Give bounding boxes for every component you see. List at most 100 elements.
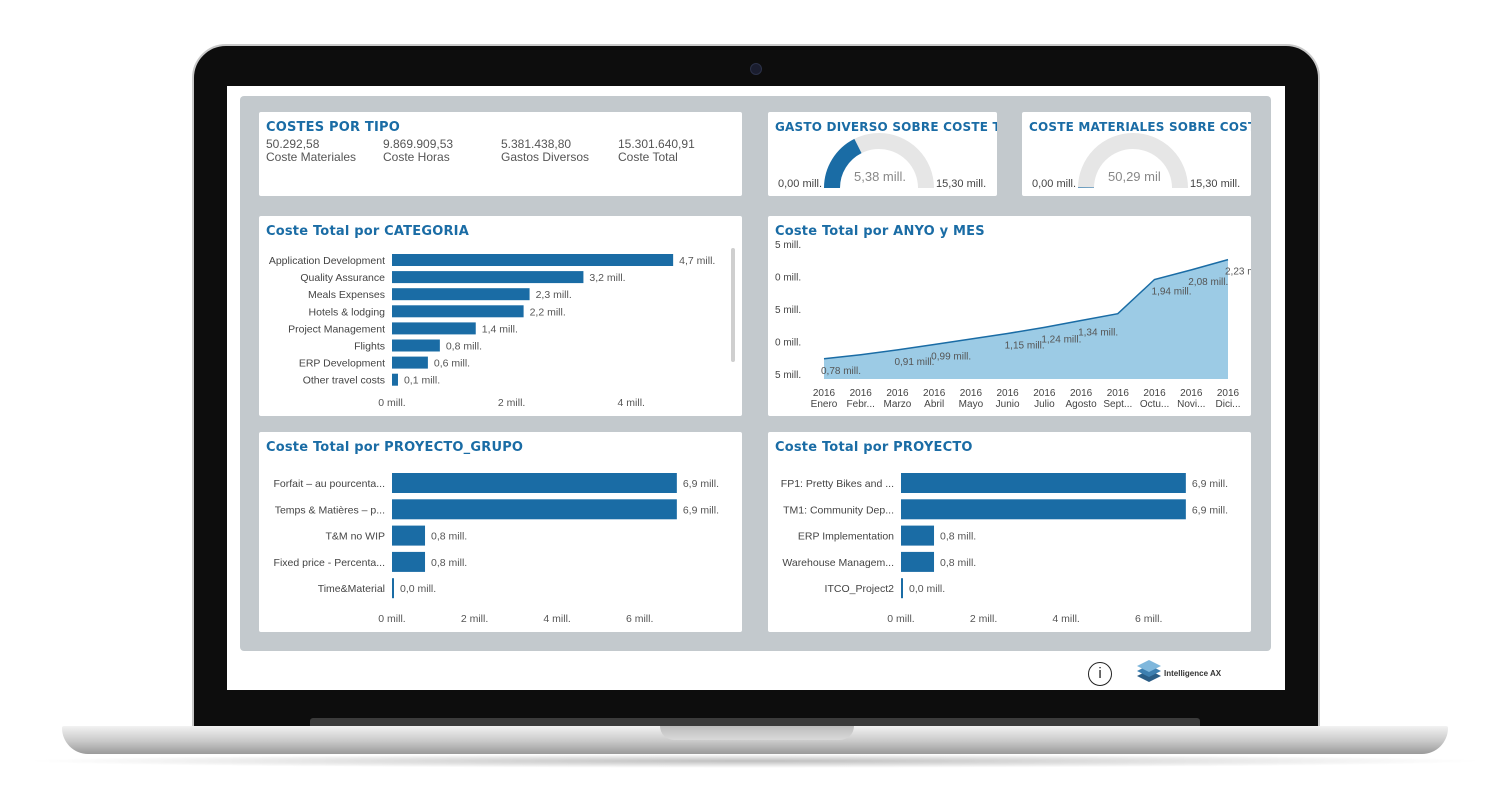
x-tick-label: 6 mill. xyxy=(1135,613,1162,625)
categoria-scrollbar[interactable] xyxy=(731,248,735,362)
x-tick-year: 2016 xyxy=(813,388,836,399)
x-tick-year: 2016 xyxy=(886,388,909,399)
area-data-label: 0,78 mill. xyxy=(821,366,861,377)
gauge-materiales-svg xyxy=(1077,133,1188,189)
bar-category-label: FP1: Pretty Bikes and ... xyxy=(781,478,894,490)
anyo-mes-chart-card[interactable]: Coste Total por ANYO y MES 5 mill. 0 mill… xyxy=(768,216,1251,416)
intelligence-ax-logo-icon[interactable] xyxy=(1135,658,1225,688)
bar-data-label: 4,7 mill. xyxy=(679,255,715,267)
gauge-gasto-card[interactable]: GASTO DIVERSO SOBRE COSTE T... 0,00 mill… xyxy=(768,112,997,196)
gauge-gasto-svg xyxy=(824,133,934,189)
gauge-value-label: 5,38 mill. xyxy=(854,169,907,184)
laptop-hinge xyxy=(310,718,1200,726)
proyecto-grupo-chart-card[interactable]: Coste Total por PROYECTO_GRUPO Forfait –… xyxy=(259,432,742,632)
x-tick-year: 2016 xyxy=(1180,388,1203,399)
bar xyxy=(901,551,935,572)
bar-category-label: ERP Development xyxy=(299,358,385,370)
proyecto-grupo-bar-chart: Forfait – au pourcenta... 6,9 mill. Temps … xyxy=(274,473,719,625)
proyecto-chart-card[interactable]: Coste Total por PROYECTO FP1: Pretty Bik… xyxy=(768,432,1251,632)
x-tick-label: 4 mill. xyxy=(618,397,645,409)
x-tick-month: Agosto xyxy=(1066,399,1098,410)
bar-category-label: T&M no WIP xyxy=(325,531,385,543)
x-tick-label: 0 mill. xyxy=(378,397,405,409)
bar xyxy=(392,551,426,572)
bar xyxy=(901,473,1186,493)
info-icon[interactable]: i xyxy=(1088,662,1112,686)
logo-text: Intelligence AX xyxy=(1164,669,1222,678)
bar xyxy=(901,499,1186,520)
bar-data-label: 0,8 mill. xyxy=(940,531,976,543)
dashboard-canvas: COSTES POR TIPO 50.292,58 Coste Material… xyxy=(240,96,1271,651)
x-tick-year: 2016 xyxy=(1143,388,1166,399)
bar-data-label: 0,8 mill. xyxy=(940,557,976,569)
area-data-label: 0,91 mill. xyxy=(894,357,934,368)
bar-data-label: 2,2 mill. xyxy=(530,306,566,318)
bar xyxy=(392,288,530,301)
x-tick-label: 2 mill. xyxy=(970,613,997,625)
bar-data-label: 0,8 mill. xyxy=(431,557,467,569)
gauge-max-label: 15,30 mill. xyxy=(936,178,987,190)
y-tick-label: 5 mill. xyxy=(775,305,801,316)
bar-data-label: 2,3 mill. xyxy=(536,289,572,301)
x-tick-year: 2016 xyxy=(997,388,1020,399)
y-tick-label: 0 mill. xyxy=(775,273,801,284)
x-tick-label: 0 mill. xyxy=(887,613,914,625)
x-tick-label: 6 mill. xyxy=(626,613,653,625)
bar xyxy=(392,473,677,493)
bar-category-label: Application Development xyxy=(269,255,385,267)
kpi-value: 50.292,58 xyxy=(266,137,320,151)
x-tick-month: Febr... xyxy=(847,399,875,410)
bar xyxy=(392,322,476,335)
area-data-label: 1,94 mill. xyxy=(1152,286,1192,297)
costes-por-tipo-card[interactable]: COSTES POR TIPO 50.292,58 Coste Material… xyxy=(259,112,742,196)
costes-por-tipo-title: COSTES POR TIPO xyxy=(266,120,400,135)
bar xyxy=(901,525,935,546)
proyecto-chart-title: Coste Total por PROYECTO xyxy=(775,440,973,455)
anyo-mes-chart-title: Coste Total por ANYO y MES xyxy=(775,224,985,239)
bar-category-label: Fixed price - Percenta... xyxy=(274,557,385,569)
bar-data-label: 0,8 mill. xyxy=(431,531,467,543)
bar-category-label: Flights xyxy=(354,341,385,353)
bar-data-label: 0,0 mill. xyxy=(400,583,436,595)
x-tick-label: 4 mill. xyxy=(1052,613,1079,625)
gauge-gasto-title: GASTO DIVERSO SOBRE COSTE T... xyxy=(775,120,997,134)
gauge-value-label: 50,29 mil xyxy=(1108,169,1161,184)
area-data-label: 1,15 mill. xyxy=(1005,341,1045,352)
bar-category-label: Other travel costs xyxy=(303,375,385,387)
bar xyxy=(392,578,394,599)
gauge-materiales-card[interactable]: COSTE MATERIALES SOBRE COST... 0,00 mill… xyxy=(1022,112,1251,196)
bar-data-label: 6,9 mill. xyxy=(1192,478,1228,490)
bar-category-label: Time&Material xyxy=(318,583,385,595)
bar-data-label: 0,8 mill. xyxy=(446,341,482,353)
area-data-label: 1,34 mill. xyxy=(1078,328,1118,339)
bar xyxy=(901,578,903,599)
x-tick-month: Marzo xyxy=(884,399,912,410)
categoria-bar-chart: Application Development 4,7 mill. Quality … xyxy=(269,254,715,409)
x-tick-month: Dici... xyxy=(1216,399,1241,410)
bar xyxy=(392,525,426,546)
kpi-label: Coste Total xyxy=(618,150,678,164)
categoria-chart-card[interactable]: Coste Total por CATEGORIA Application De… xyxy=(259,216,742,416)
x-tick-year: 2016 xyxy=(1070,388,1093,399)
x-tick-month: Novi... xyxy=(1177,399,1205,410)
gauge-max-label: 15,30 mill. xyxy=(1190,178,1241,190)
gauge-materiales-title: COSTE MATERIALES SOBRE COST... xyxy=(1029,120,1251,134)
x-tick-year: 2016 xyxy=(850,388,873,399)
gauge-min-label: 0,00 mill. xyxy=(778,178,823,190)
kpi-coste-horas: 9.869.909,53 Coste Horas xyxy=(383,138,453,164)
laptop-shadow xyxy=(20,754,1490,768)
y-tick-label: 5 mill. xyxy=(775,240,801,251)
anyo-mes-area-chart: 5 mill. 0 mill. 5 mill. 0 mill. 5 mill. 0,78 … xyxy=(775,240,1251,410)
x-tick-year: 2016 xyxy=(960,388,983,399)
x-tick-month: Junio xyxy=(996,399,1020,410)
bar xyxy=(392,254,674,266)
bar xyxy=(392,356,428,369)
x-tick-month: Mayo xyxy=(959,399,984,410)
x-tick-label: 0 mill. xyxy=(378,613,405,625)
bar-category-label: Forfait – au pourcenta... xyxy=(274,478,385,490)
x-tick-label: 2 mill. xyxy=(461,613,488,625)
kpi-label: Gastos Diversos xyxy=(501,150,590,164)
gauge-min-label: 0,00 mill. xyxy=(1032,178,1077,190)
x-tick-month: Enero xyxy=(811,399,838,410)
bar-data-label: 6,9 mill. xyxy=(683,504,719,516)
